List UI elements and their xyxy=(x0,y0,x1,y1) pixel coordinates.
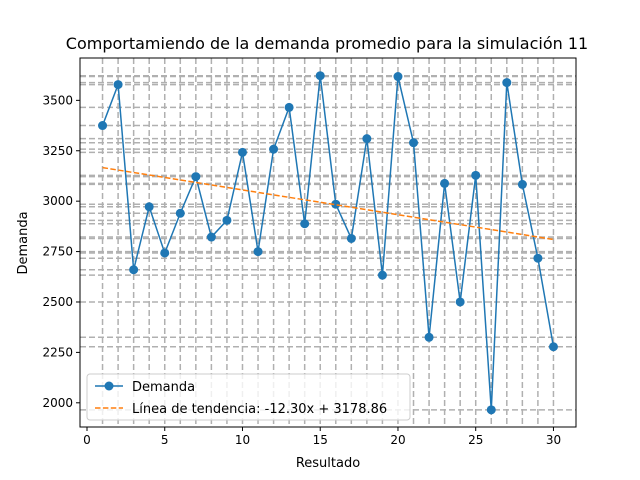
demand-point xyxy=(548,342,558,352)
demand-point xyxy=(129,265,139,275)
y-axis-label: Demanda xyxy=(16,211,31,274)
demand-point xyxy=(191,172,201,182)
legend-box xyxy=(86,373,411,421)
x-tick-label: 10 xyxy=(235,433,250,447)
x-tick-label: 20 xyxy=(390,433,405,447)
demand-point xyxy=(237,147,247,157)
y-tick-label: 2250 xyxy=(42,345,73,359)
legend-trend-label: Línea de tendencia: -12.30x + 3178.86 xyxy=(132,402,387,417)
y-tick-label: 3250 xyxy=(42,144,73,158)
demand-point xyxy=(424,332,434,342)
demand-point xyxy=(113,80,123,90)
y-tick-label: 3500 xyxy=(42,93,73,107)
demand-series-line xyxy=(101,75,555,410)
demand-point xyxy=(98,121,108,131)
x-axis-ticks: 0 5 10 15 20 25 30 xyxy=(83,427,561,447)
legend-demand-label: Demanda xyxy=(132,380,195,395)
series-layer xyxy=(98,71,558,415)
demand-point xyxy=(486,405,496,415)
x-tick-label: 15 xyxy=(313,433,328,447)
y-tick-label: 2000 xyxy=(42,396,73,410)
demand-point xyxy=(269,144,279,154)
x-tick-label: 5 xyxy=(161,433,169,447)
demand-point xyxy=(315,71,325,81)
demand-point xyxy=(393,72,403,82)
demand-point xyxy=(517,179,527,189)
x-tick-label: 30 xyxy=(546,433,561,447)
demand-point xyxy=(175,208,185,218)
trend-line xyxy=(102,166,554,241)
demand-point xyxy=(502,78,512,88)
plot-frame xyxy=(79,57,577,428)
demand-point xyxy=(362,134,372,144)
y-axis-ticks: 2000 2250 2500 2750 3000 3250 3500 xyxy=(42,93,80,410)
y-tick-label: 2750 xyxy=(42,245,73,259)
demand-point xyxy=(253,247,263,257)
x-tick-label: 0 xyxy=(83,433,91,447)
demand-point xyxy=(300,219,310,229)
demand-point xyxy=(409,138,419,148)
demand-point xyxy=(144,202,154,212)
demand-point xyxy=(331,199,341,209)
chart-title: Comportamiendo de la demanda promedio pa… xyxy=(66,34,588,53)
demand-point xyxy=(533,253,543,263)
legend-demand-marker xyxy=(104,381,114,391)
demand-point xyxy=(377,270,387,280)
y-tick-label: 2500 xyxy=(42,295,73,309)
demand-point xyxy=(455,297,465,307)
demand-point xyxy=(440,178,450,188)
x-tick-label: 25 xyxy=(468,433,483,447)
demand-point xyxy=(471,170,481,180)
legend: Demanda Línea de tendencia: -12.30x + 31… xyxy=(86,373,411,421)
x-axis-label: Resultado xyxy=(296,456,360,471)
demand-point xyxy=(284,102,294,112)
demand-point xyxy=(206,232,216,242)
demand-point xyxy=(346,233,356,243)
demand-point xyxy=(160,248,170,258)
demand-point xyxy=(222,215,232,225)
y-tick-label: 3000 xyxy=(42,194,73,208)
